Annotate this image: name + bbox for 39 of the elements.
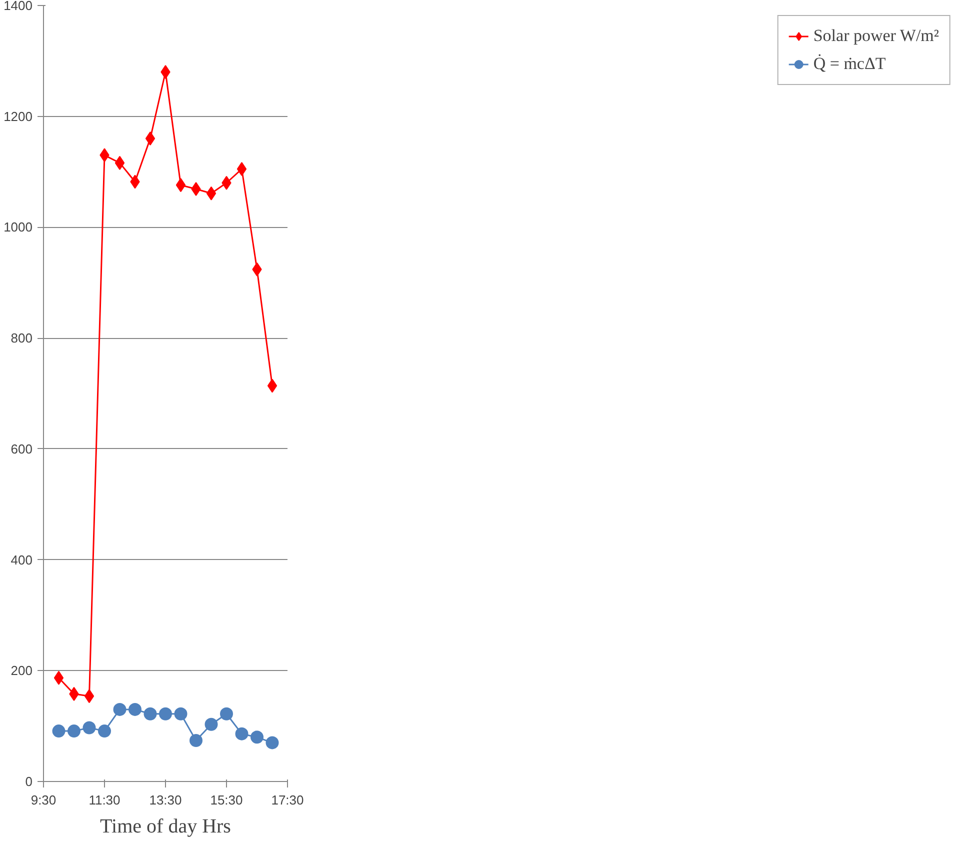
y-tick-label: 800 [10,330,33,346]
point [267,378,278,393]
point [190,734,202,747]
x-tick-label: 9:30 [30,792,56,808]
point [52,724,66,738]
point [176,178,186,192]
point [206,186,216,200]
legend-label: Q̇ = ṁcΔT [813,54,886,74]
point [204,718,218,731]
y-tick-label: 1000 [4,220,32,235]
point [220,707,233,720]
y-tick-label: 1400 [4,0,32,13]
point [250,730,264,744]
x-tick-label: 17:30 [271,792,304,808]
point [145,132,156,146]
x-tick-label: 15:30 [210,792,243,808]
y-tick-label: 400 [10,552,33,568]
x-axis-title: Time of day Hrs [100,816,232,838]
point [82,721,96,734]
point [159,707,172,720]
y-tick-label: 200 [10,663,33,678]
y-tick-label: 1200 [4,108,32,124]
y-tick-label: 600 [10,441,33,456]
point [128,702,142,716]
point [98,724,111,738]
point [84,689,94,704]
legend-label: Solar power W/m² [813,26,939,46]
point [68,724,80,738]
point [113,702,126,716]
y-tick-label: 0 [25,774,33,789]
x-tick-label: 11:30 [88,792,120,808]
point [174,707,188,720]
point [54,670,64,685]
point [236,162,247,176]
point [144,707,157,720]
x-tick-label: 13:30 [149,792,182,808]
point [266,736,279,750]
point [114,156,125,170]
point [235,727,248,740]
